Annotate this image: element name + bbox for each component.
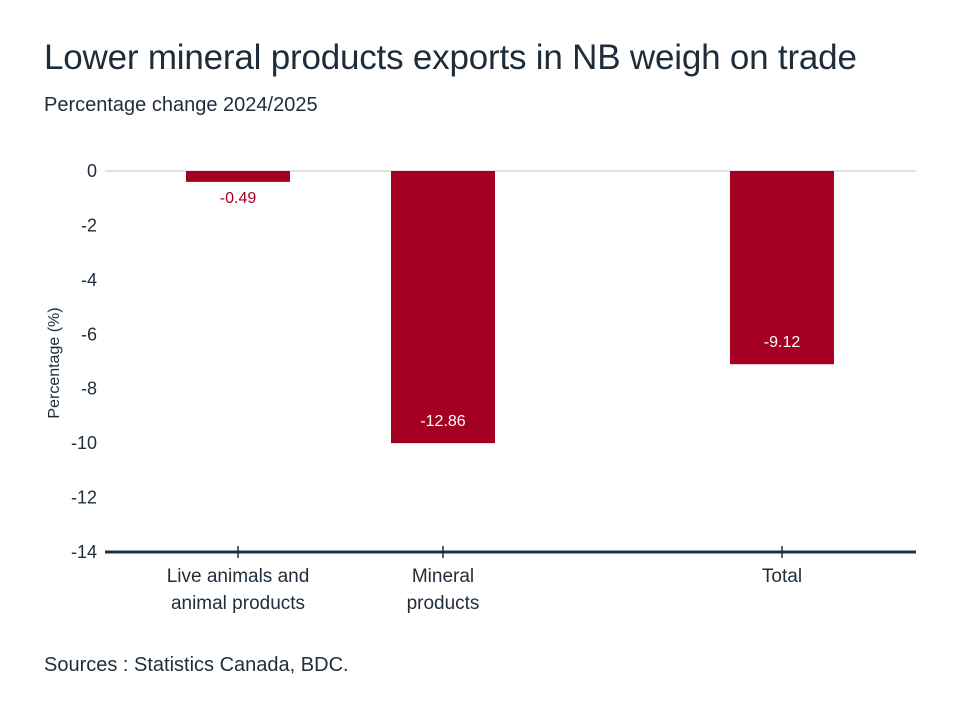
data-labels: -0.49 -12.86 -9.12 [220,190,801,430]
y-axis-ticks: 0 -2 -4 -6 -8 -10 -12 -14 [71,161,97,562]
y-tick-label: 0 [87,161,97,181]
y-tick-label: -2 [81,215,97,235]
data-label: -12.86 [420,413,465,430]
y-tick-label: -6 [81,324,97,344]
y-tick-label: -4 [81,270,97,290]
bar [391,171,495,443]
data-label: -9.12 [764,334,801,351]
category-label: Total [762,566,802,587]
y-tick-label: -12 [71,488,97,508]
bars-group [186,171,834,443]
data-label: -0.49 [220,190,257,207]
source-note: Sources : Statistics Canada, BDC. [44,654,349,677]
bar-chart: 0 -2 -4 -6 -8 -10 -12 -14 Live animals and anima… [0,0,960,720]
x-axis [105,546,916,558]
y-tick-label: -10 [71,433,97,453]
y-axis-label: Percentage (%) [46,307,63,418]
y-tick-label: -8 [81,379,97,399]
category-labels: Live animals and animal products Mineral pr… [167,566,802,614]
category-label: Mineral products [407,566,480,614]
y-tick-label: -14 [71,542,97,562]
bar [186,171,290,182]
category-label: Live animals and animal products [167,566,310,614]
